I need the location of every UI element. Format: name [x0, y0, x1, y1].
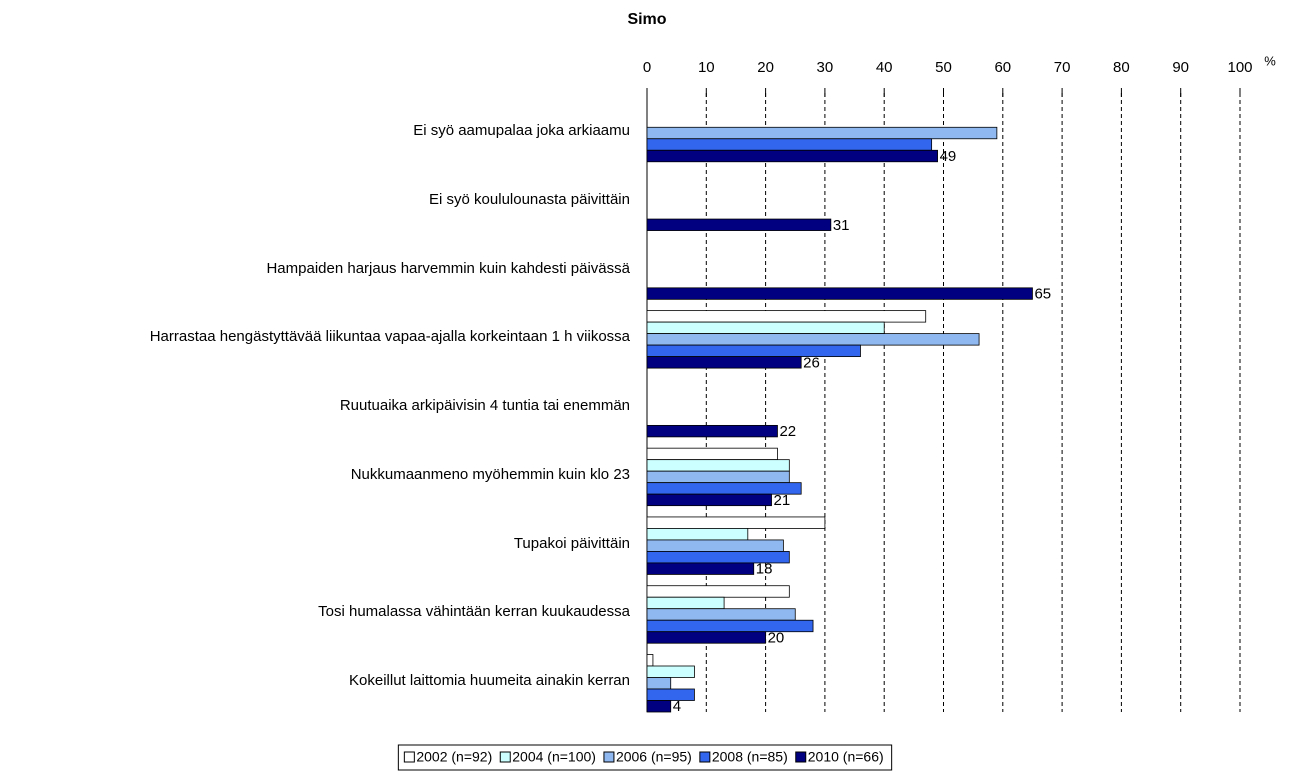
- category-label: Harrastaa hengästyttävää liikuntaa vapaa…: [149, 328, 630, 346]
- legend-swatch: [603, 751, 615, 763]
- bar: [646, 585, 790, 598]
- legend-label: 2006 (n=95): [616, 749, 692, 765]
- bar: [646, 528, 749, 541]
- bar: [646, 619, 814, 633]
- x-tick-label: 20: [757, 59, 774, 76]
- bar: [646, 424, 778, 438]
- x-tick-label: 50: [935, 59, 952, 76]
- bar: [646, 562, 755, 575]
- bar: [646, 665, 695, 678]
- bar: [646, 654, 654, 667]
- legend-swatch: [699, 751, 711, 763]
- bar: [646, 470, 790, 484]
- value-label: 21: [774, 492, 791, 509]
- bar: [646, 608, 796, 621]
- bar: [646, 688, 695, 701]
- bar: [646, 459, 790, 472]
- legend-swatch: [403, 751, 415, 763]
- value-label: 26: [803, 354, 820, 371]
- bar: [646, 287, 1033, 300]
- category-label: Tupakoi päivittäin: [513, 534, 630, 552]
- legend-swatch: [795, 751, 807, 763]
- bar: [646, 126, 998, 140]
- category-label: Ei syö aamupalaa joka arkiaamu: [413, 122, 630, 140]
- legend-label: 2010 (n=66): [808, 749, 884, 765]
- x-tick-label: 90: [1172, 59, 1189, 76]
- category-label: Tosi humalassa vähintään kerran kuukaude…: [318, 603, 630, 621]
- value-label: 18: [756, 561, 773, 578]
- value-label: 4: [673, 698, 681, 715]
- legend-swatch: [499, 751, 511, 763]
- x-tick-label: 60: [994, 59, 1011, 76]
- value-label: 31: [833, 217, 850, 234]
- chart-title: Simo: [627, 11, 666, 28]
- value-label: 20: [768, 629, 785, 646]
- legend-label: 2002 (n=92): [416, 749, 492, 765]
- value-label: 65: [1034, 286, 1051, 303]
- bar: [646, 344, 861, 358]
- category-label: Ei syö koululounasta päivittäin: [429, 190, 630, 208]
- bar: [646, 138, 933, 151]
- x-tick-label: 100: [1227, 59, 1252, 76]
- value-label: 22: [779, 423, 796, 440]
- bar: [646, 447, 778, 461]
- bar: [646, 321, 885, 335]
- legend-label: 2008 (n=85): [712, 749, 788, 765]
- bar: [646, 700, 672, 713]
- x-unit: %: [1264, 53, 1276, 68]
- category-label: Hampaiden harjaus harvemmin kuin kahdest…: [266, 259, 630, 277]
- bar: [646, 333, 980, 346]
- category-label: Nukkumaanmeno myöhemmin kuin klo 23: [350, 465, 630, 483]
- bar: [646, 677, 672, 690]
- bar: [646, 218, 832, 231]
- bar: [646, 596, 725, 610]
- bar: [646, 310, 927, 323]
- bar: [646, 493, 772, 507]
- x-tick-label: 80: [1113, 59, 1130, 76]
- category-label: Ruutuaika arkipäivisin 4 tuntia tai enem…: [339, 397, 630, 415]
- x-tick-label: 10: [698, 59, 715, 76]
- legend-label: 2004 (n=100): [512, 749, 596, 765]
- bar: [646, 631, 766, 644]
- x-tick-label: 30: [817, 59, 834, 76]
- bar: [646, 356, 802, 369]
- bar: [646, 516, 826, 529]
- value-label: 49: [940, 148, 957, 165]
- bar: [646, 149, 938, 163]
- bar: [646, 539, 784, 552]
- x-tick-label: 0: [643, 59, 651, 76]
- legend-box: [397, 744, 893, 771]
- x-tick-label: 40: [876, 59, 893, 76]
- x-tick-label: 70: [1054, 59, 1071, 76]
- category-label: Kokeillut laittomia huumeita ainakin ker…: [349, 672, 630, 690]
